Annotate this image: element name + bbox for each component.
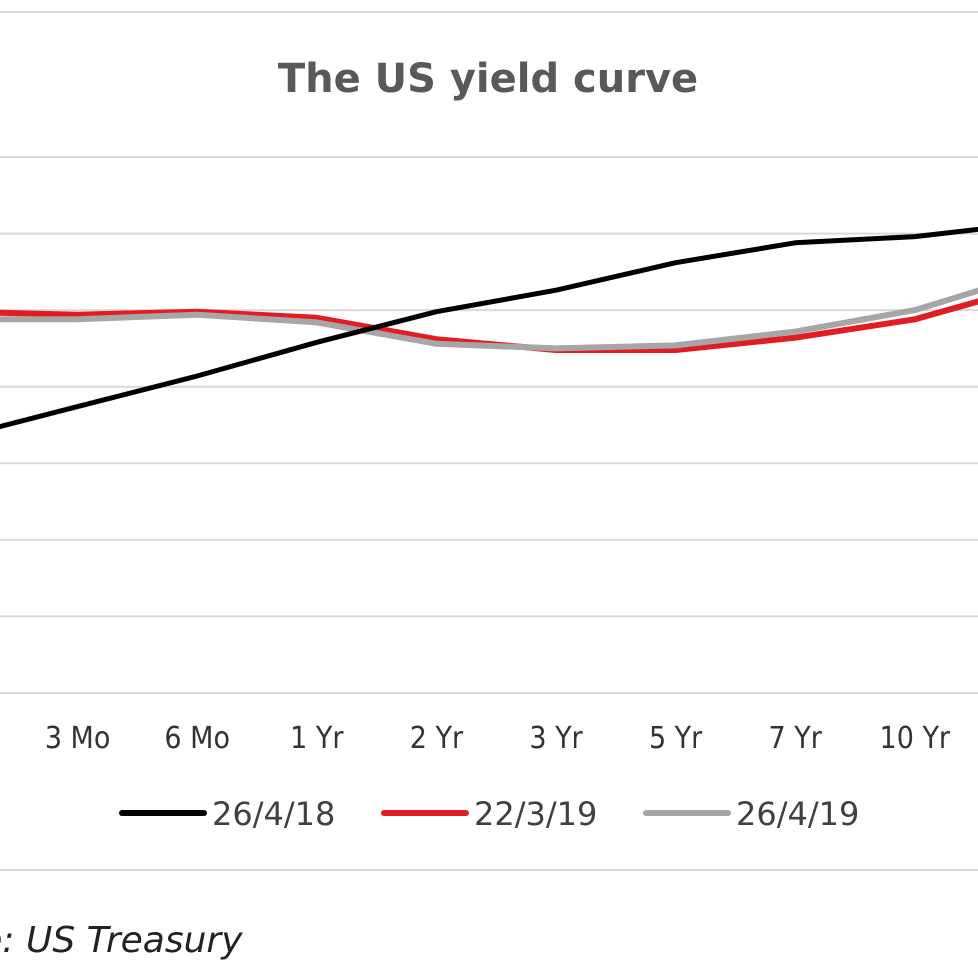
legend: 26/4/18 22/3/19 26/4/19 [119, 795, 859, 833]
legend-label: 22/3/19 [474, 795, 597, 833]
x-tick-label: 3 Mo [45, 721, 111, 756]
x-tick-label: 10 Yr [880, 721, 951, 756]
x-tick-label: 7 Yr [769, 721, 823, 756]
x-tick-label: 6 Mo [164, 721, 230, 756]
x-tick-label: 5 Yr [649, 721, 703, 756]
source-note: Source: US Treasury [0, 920, 243, 961]
chart-title: The US yield curve [278, 56, 698, 102]
x-tick-label: 2 Yr [410, 721, 464, 756]
x-tick-label: 1 Yr [290, 721, 344, 756]
legend-label: 26/4/18 [212, 795, 335, 833]
series-line-26-4-19 [0, 287, 978, 352]
x-tick-label: 3 Yr [529, 721, 583, 756]
legend-label: 26/4/19 [736, 795, 859, 833]
gridlines [0, 156, 978, 694]
series-lines [0, 226, 978, 430]
series-line-26-4-18 [0, 226, 978, 430]
